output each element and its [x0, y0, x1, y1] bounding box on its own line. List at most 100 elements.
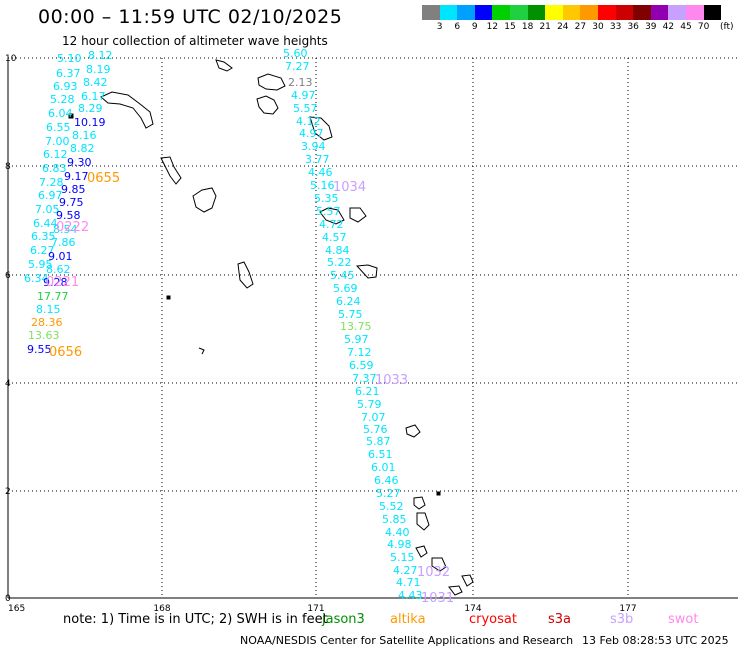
x-tick-label: 177	[619, 604, 636, 614]
wave-height-label: 7.12	[347, 346, 372, 359]
wave-height-label: 6.12	[43, 148, 68, 161]
wave-height-label: 28.36	[31, 316, 63, 329]
map-subtitle: 12 hour collection of altimeter wave hei…	[62, 34, 328, 48]
wave-height-label: 6.46	[374, 474, 399, 487]
x-tick-label: 168	[153, 604, 170, 614]
wave-height-label: 6.17	[81, 90, 106, 103]
footer-credit: NOAA/NESDIS Center for Satellite Applica…	[240, 634, 574, 647]
legend-label: 70	[697, 22, 710, 32]
wave-height-label: 5.22	[327, 256, 352, 269]
x-tick-label: 171	[307, 604, 324, 614]
legend-swatch	[474, 5, 493, 20]
legend-swatch	[597, 5, 616, 20]
legend-label: 21	[539, 22, 551, 32]
legend-swatch	[703, 5, 722, 20]
wave-height-label: 2.13	[288, 76, 313, 89]
wave-height-label: 6.21	[355, 385, 380, 398]
wave-height-label: 5.95	[28, 258, 53, 271]
y-tick-label: 2	[5, 487, 11, 497]
island-outline	[198, 347, 205, 355]
wave-height-label: 9.58	[56, 209, 81, 222]
wave-height-label: 5.60	[283, 47, 308, 60]
wave-height-label: 5.10	[57, 52, 82, 65]
wave-height-label: 6.97	[38, 189, 63, 202]
wave-height-label: 17.77	[37, 290, 69, 303]
wave-height-label: 8.62	[46, 263, 71, 276]
island-outline	[415, 545, 428, 558]
wave-height-label: 3.77	[305, 153, 330, 166]
wave-height-label: 8.16	[72, 129, 97, 142]
legend-swatch	[527, 5, 546, 20]
wave-height-label: 6.27	[30, 244, 55, 257]
wave-height-label: 7.37	[352, 372, 377, 385]
wave-height-label: 5.75	[338, 308, 363, 321]
legend-label: 45	[680, 22, 692, 32]
wave-height-label: 9.28	[43, 276, 68, 289]
wave-height-label: 4.46	[308, 166, 333, 179]
altimeter-track: 5.10 6.376.935.286.046.557.006.126.837.28…	[24, 52, 82, 285]
pass-time-label: 0655	[87, 171, 120, 186]
legend-label: 24	[557, 22, 569, 32]
wave-height-label: 7.05	[35, 203, 60, 216]
legend-swatch	[545, 5, 563, 20]
wave-height-label: 9.17	[64, 170, 89, 183]
wave-height-label: 7.27	[285, 60, 310, 73]
wave-height-label: 6.35	[31, 230, 56, 243]
y-tick-label: 0	[5, 594, 11, 604]
wave-height-label: 7.28	[39, 176, 64, 189]
wave-height-label: 4.84	[325, 244, 350, 257]
legend-swatch	[422, 5, 440, 20]
wave-height-label: 4.12	[296, 115, 321, 128]
island-outline	[192, 187, 217, 213]
wave-height-label: 6.55	[46, 121, 71, 134]
legend-swatch	[492, 5, 510, 20]
legend-swatch	[633, 5, 651, 20]
island-outline	[355, 264, 378, 279]
island-outline	[256, 95, 279, 115]
wave-height-label: 5.85	[382, 513, 407, 526]
wave-height-label: 4.97	[299, 127, 324, 140]
legend-label: 6	[454, 22, 461, 32]
island-outline	[416, 512, 430, 531]
satellite-legend-item: jason3	[322, 612, 365, 627]
legend-label: 9	[471, 22, 478, 32]
altimeter-tracks: 5.10 6.376.935.286.046.557.006.126.837.28…	[24, 47, 423, 602]
satellite-legend-item: altika	[390, 612, 426, 627]
wave-height-label: 5.28	[50, 93, 75, 106]
pass-time-label: 0656	[49, 345, 82, 360]
wave-height-label: 4.27	[393, 564, 418, 577]
legend-swatch	[668, 5, 686, 20]
wave-height-label: 8.15	[36, 303, 61, 316]
island-outline	[215, 59, 233, 72]
legend-label: 15	[504, 22, 516, 32]
wave-height-label: 9.55	[27, 343, 52, 356]
wave-height-label: 6.24	[336, 295, 361, 308]
wave-height-label: 6.01	[371, 461, 396, 474]
pass-time-label: 1034	[333, 180, 366, 195]
wave-height-label: 5.35	[314, 192, 339, 205]
coastline-islands	[68, 59, 474, 596]
wave-height-label: 9.85	[61, 183, 86, 196]
wave-height-label: 10.19	[74, 116, 106, 129]
legend-unit: (ft)	[720, 22, 734, 32]
note-text: note: 1) Time is in UTC; 2) SWH is in fe…	[63, 612, 328, 627]
wave-height-label: 4.71	[396, 576, 421, 589]
legend-label: 30	[592, 22, 604, 32]
legend-labels: 3 6 9 12 15 18 21 24 27 30 33 36 39 42 45 70	[422, 20, 721, 34]
legend-swatch	[580, 5, 598, 20]
wave-height-label: 9.01	[48, 250, 73, 263]
wave-height-label: 5.27	[376, 487, 401, 500]
wave-height-label: 6.04	[48, 107, 73, 120]
wave-height-label: 5.16	[310, 179, 335, 192]
wave-height-label: 6.59	[349, 359, 374, 372]
legend-label: 18	[521, 22, 534, 32]
satellite-legend-item: swot	[668, 612, 699, 627]
pass-time-labels: 0655 0222 0221 0656 1034 1033 1032 1031	[46, 171, 454, 606]
island-outline	[413, 496, 426, 510]
wave-height-label: 5.57	[316, 205, 341, 218]
legend-swatch	[615, 5, 634, 20]
island-dot	[436, 491, 441, 496]
wave-height-label: 4.72	[319, 218, 344, 231]
